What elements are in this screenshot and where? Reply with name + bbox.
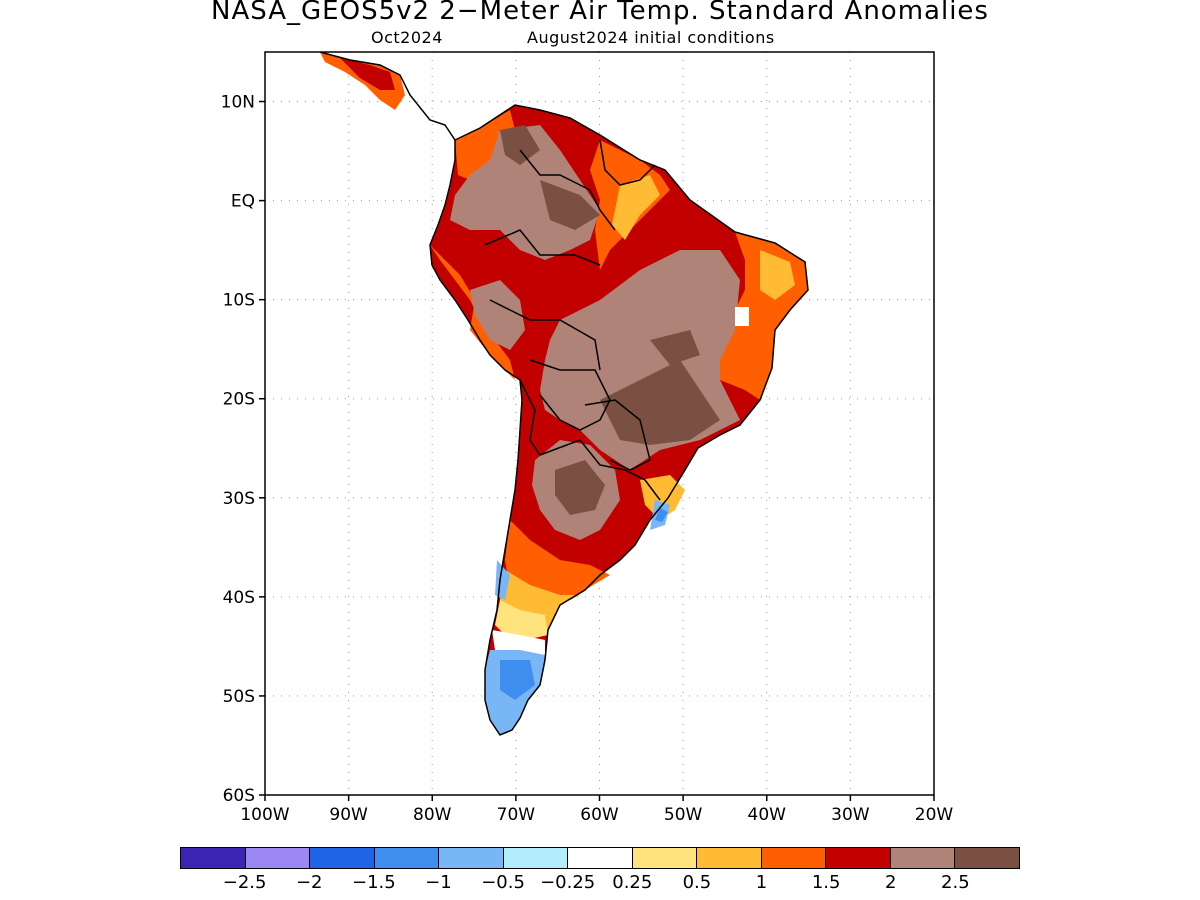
initial-conditions-label: August2024 initial conditions	[527, 28, 775, 47]
legend-label: −1.5	[351, 872, 396, 893]
legend-swatch	[890, 848, 956, 868]
lat-tick-label: 10S	[223, 291, 255, 311]
legend-swatch	[503, 848, 569, 868]
lat-tick-label: 30S	[223, 489, 255, 509]
lon-tick-label: 90W	[329, 805, 368, 825]
lat-tick-label: 40S	[223, 588, 255, 608]
legend-label: 1	[755, 872, 768, 893]
legend-label: 0.5	[682, 872, 712, 893]
country-borders	[319, 52, 809, 736]
lon-tick-label: 40W	[748, 805, 787, 825]
lat-tick-label: 20S	[223, 390, 255, 410]
legend-swatch	[826, 848, 891, 868]
lat-tick-label: EQ	[231, 192, 255, 212]
lon-tick-label: 50W	[664, 805, 703, 825]
legend-swatch	[697, 848, 762, 868]
legend-label: 2	[885, 872, 897, 893]
legend-label: −2.5	[222, 872, 267, 893]
lon-tick-label: 70W	[497, 805, 536, 825]
lon-tick-label: 20W	[915, 805, 954, 825]
legend-label: 0.25	[612, 872, 653, 893]
legend-swatch	[568, 848, 633, 868]
lat-tick-label: 10N	[221, 93, 255, 113]
lon-tick-label: 100W	[240, 805, 289, 825]
lon-tick-label: 30W	[831, 805, 870, 825]
longitude-axis: 100W 90W 80W 70W 60W 50W 40W 30W 20W	[240, 795, 953, 825]
legend-label: 2.5	[941, 872, 970, 893]
legend-swatch	[181, 848, 246, 868]
legend-swatch	[310, 848, 375, 868]
color-legend	[180, 847, 1020, 869]
lat-tick-label: 60S	[223, 786, 255, 806]
legend-swatch	[632, 848, 698, 868]
lon-tick-label: 80W	[413, 805, 452, 825]
anomaly-field	[320, 52, 808, 735]
legend-label: −0.25	[540, 872, 596, 893]
lon-tick-label: 60W	[580, 805, 619, 825]
legend-swatch	[374, 848, 440, 868]
lat-tick-label: 50S	[223, 687, 255, 707]
legend-label: 1.5	[811, 872, 841, 893]
legend-swatch	[761, 848, 827, 868]
legend-swatch	[245, 848, 311, 868]
legend-label: −1	[425, 872, 452, 893]
legend-label: −2	[295, 872, 323, 893]
legend-label: −0.5	[481, 872, 525, 893]
map-title: NASA_GEOS5v2 2−Meter Air Temp. Standard …	[211, 0, 989, 26]
forecast-month: Oct2024	[371, 28, 443, 47]
legend-swatch	[955, 848, 1019, 868]
legend-swatch	[439, 848, 504, 868]
latitude-axis: 10N EQ 10S 20S 30S 40S 50S 60S	[221, 93, 265, 806]
